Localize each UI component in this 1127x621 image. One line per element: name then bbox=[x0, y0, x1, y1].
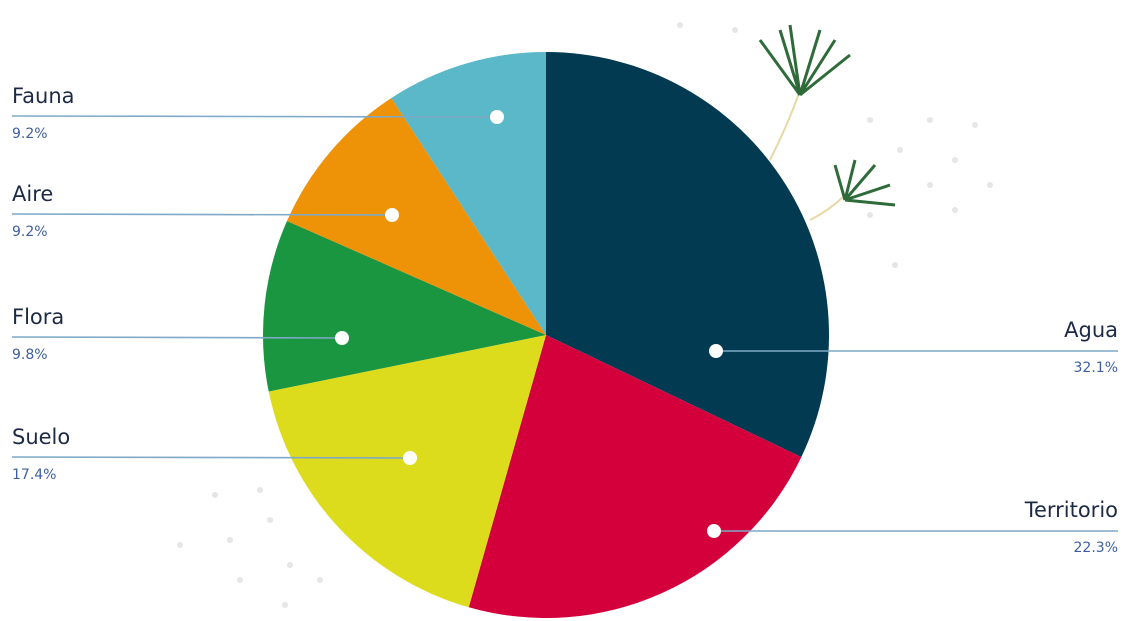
category-label: Agua bbox=[1064, 318, 1118, 342]
pie bbox=[263, 52, 829, 618]
value-label: 9.2% bbox=[12, 126, 48, 142]
value-label: 9.8% bbox=[12, 347, 48, 363]
category-label: Suelo bbox=[12, 425, 70, 449]
leader-line bbox=[11, 213, 393, 216]
value-label: 9.2% bbox=[12, 224, 48, 240]
pie-slice bbox=[391, 52, 546, 335]
decoration bbox=[177, 22, 993, 608]
pie-slice bbox=[263, 220, 546, 392]
leader-line bbox=[11, 115, 498, 118]
leader-dot bbox=[707, 524, 721, 538]
pie-slice bbox=[468, 335, 802, 618]
leader-dot bbox=[490, 110, 504, 124]
labels: Agua 32.1% Territorio 22.3% Suelo 17.4% Flora 9… bbox=[11, 84, 1118, 556]
pie-slice bbox=[286, 97, 546, 335]
pie-slice bbox=[546, 52, 829, 458]
category-label: Aire bbox=[12, 182, 53, 206]
leader-dot bbox=[403, 451, 417, 465]
leader-dot bbox=[385, 208, 399, 222]
category-label: Territorio bbox=[1024, 498, 1118, 522]
value-label: 32.1% bbox=[1074, 360, 1118, 376]
leader-line bbox=[11, 336, 343, 339]
leader-line bbox=[11, 456, 411, 459]
category-label: Fauna bbox=[12, 84, 75, 108]
value-label: 17.4% bbox=[12, 467, 56, 483]
category-label: Flora bbox=[12, 305, 64, 329]
pie-slice bbox=[268, 335, 546, 608]
leader-dot bbox=[335, 331, 349, 345]
leader-dot bbox=[709, 344, 723, 358]
value-label: 22.3% bbox=[1074, 540, 1118, 556]
